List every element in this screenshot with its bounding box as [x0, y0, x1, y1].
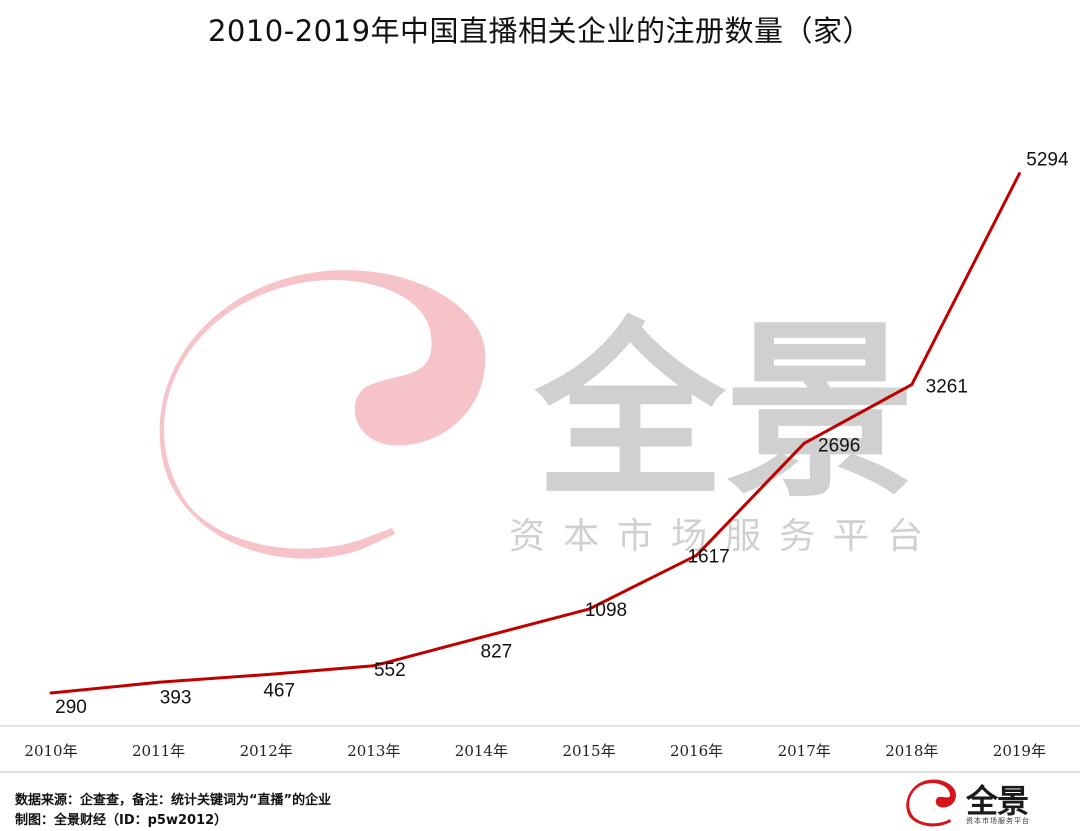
- x-tick-label: 2014年: [455, 742, 508, 760]
- series-line: [50, 172, 1021, 695]
- data-point: [49, 691, 53, 695]
- data-point: [157, 680, 161, 684]
- watermark-logo-icon: [159, 270, 486, 559]
- corner-logo-icon: [906, 779, 956, 827]
- series-layer: [49, 172, 1021, 695]
- data-label: 393: [160, 687, 192, 708]
- data-label-layer: 290 393 467 552 827 1098 1617 2696 3261 5294: [55, 150, 1069, 718]
- data-label: 5294: [1026, 150, 1069, 171]
- data-point: [264, 673, 268, 677]
- data-label: 1617: [687, 546, 729, 567]
- watermark: 全景 资本市场服务平台: [159, 270, 923, 559]
- x-tick-label: 2010年: [24, 742, 77, 760]
- footer-source: 数据来源：企查查，备注：统计关键词为“直播”的企业: [15, 793, 332, 808]
- data-label: 467: [263, 681, 295, 702]
- corner-logo: 全景 资本市场服务平台: [900, 776, 1070, 828]
- data-point: [695, 553, 699, 557]
- data-label: 2696: [818, 435, 860, 456]
- x-tick-label: 2015年: [562, 742, 615, 760]
- x-tick-label: 2018年: [885, 742, 938, 760]
- x-tick-layer: 2010年 2011年 2012年 2013年 2014年 2015年 2016年 2017年…: [24, 742, 1046, 760]
- data-label: 290: [55, 697, 87, 718]
- data-point: [910, 383, 914, 387]
- chart-title: 2010-2019年中国直播相关企业的注册数量（家）: [207, 14, 873, 48]
- data-point: [372, 664, 376, 668]
- corner-logo-tagline: 资本市场服务平台: [966, 817, 1030, 825]
- x-tick-label: 2011年: [132, 742, 185, 760]
- x-tick-label: 2017年: [778, 742, 831, 760]
- corner-logo-brand: 全景: [966, 782, 1029, 820]
- data-label: 552: [374, 660, 406, 681]
- data-point: [479, 635, 483, 639]
- x-tick-label: 2016年: [670, 742, 723, 760]
- x-tick-label: 2012年: [240, 742, 293, 760]
- data-point: [802, 441, 806, 445]
- footer-credit: 制图：全景财经（ID：p5w2012）: [15, 813, 228, 828]
- x-tick-label: 2013年: [347, 742, 400, 760]
- data-label: 3261: [926, 377, 968, 398]
- watermark-brand: 全景: [534, 302, 915, 523]
- data-label: 1098: [585, 600, 627, 621]
- x-tick-label: 2019年: [993, 742, 1046, 760]
- data-label: 827: [481, 641, 513, 662]
- data-point: [1017, 172, 1021, 176]
- data-point: [587, 607, 591, 611]
